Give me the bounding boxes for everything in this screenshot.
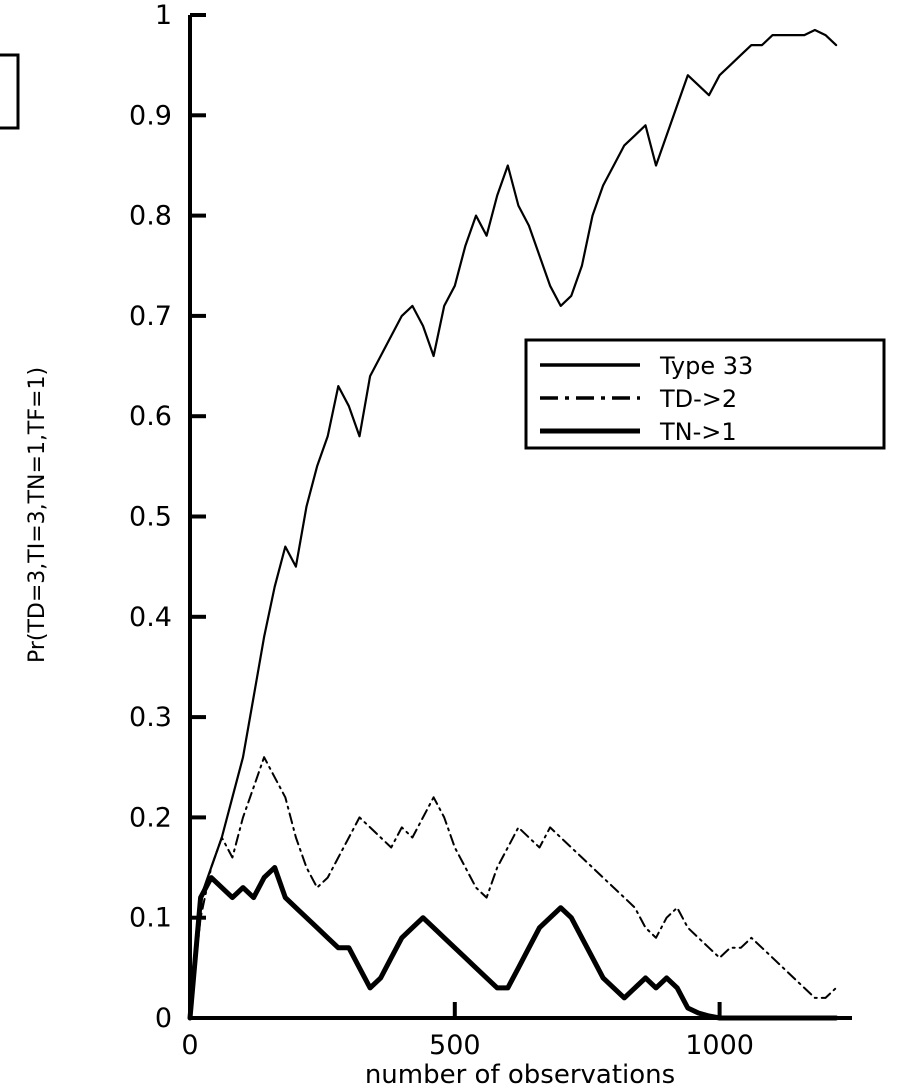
- y-tick-label: 0.2: [129, 802, 172, 833]
- x-axis-label: number of observations: [365, 1060, 675, 1090]
- axes: [188, 15, 852, 1020]
- series-line-3: [187, 865, 839, 1021]
- x-tick-label: 500: [429, 1030, 481, 1061]
- y-tick-label: 0: [155, 1003, 172, 1034]
- cropped-frame-fragment: [0, 53, 20, 130]
- y-tick-label: 0.6: [129, 401, 172, 432]
- y-tick-label: 1: [155, 0, 172, 31]
- legend-label-1: Type 33: [659, 352, 753, 380]
- y-tick-label: 0.5: [129, 502, 172, 533]
- y-axis-ticks: 0 0.1 0.2 0.3 0.4 0.5 0.6 0.7 0.8 0.9 1: [129, 0, 206, 1034]
- x-tick-label: 1000: [685, 1030, 754, 1061]
- y-tick-label: 0.8: [129, 201, 172, 232]
- x-tick-label: 0: [181, 1030, 198, 1061]
- y-tick-label: 0.7: [129, 301, 172, 332]
- y-axis-label: Pr(TD=3,TI=3,TN=1,TF=1): [25, 367, 50, 663]
- x-axis-ticks: 0 500 1000: [181, 1002, 754, 1061]
- legend-items: Type 33 TD->2 TN->1: [540, 352, 753, 446]
- legend-label-2: TD->2: [659, 385, 737, 413]
- series-line-1: [188, 28, 838, 1020]
- y-tick-label: 0.1: [129, 903, 172, 934]
- series-layer: [187, 28, 839, 1021]
- series-line-2: [189, 756, 838, 1019]
- y-tick-label: 0.3: [129, 702, 172, 733]
- y-tick-label: 0.9: [129, 100, 172, 131]
- legend: Type 33 TD->2 TN->1: [524, 338, 886, 450]
- y-tick-label: 0.4: [129, 602, 172, 633]
- legend-label-3: TN->1: [659, 418, 737, 446]
